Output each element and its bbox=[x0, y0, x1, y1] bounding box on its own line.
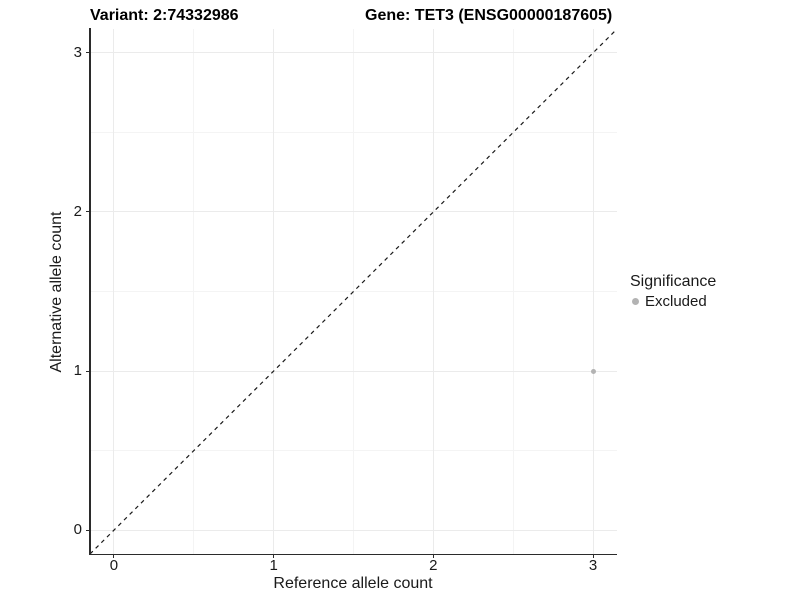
excluded-point-icon bbox=[632, 298, 639, 305]
gridline-major-h bbox=[90, 211, 617, 213]
data-point bbox=[590, 368, 596, 374]
x-tick-label: 1 bbox=[269, 557, 278, 574]
gridline-major-v bbox=[432, 29, 434, 554]
gridline-major-h bbox=[90, 370, 617, 372]
x-axis-tick bbox=[273, 554, 275, 558]
x-axis-tick bbox=[592, 554, 594, 558]
gridline-major-h bbox=[90, 52, 617, 54]
x-tick-label: 0 bbox=[109, 557, 119, 574]
y-tick-label: 2 bbox=[73, 202, 82, 220]
x-axis-line bbox=[89, 553, 617, 555]
x-tick-label: 2 bbox=[429, 557, 438, 574]
plot-panel bbox=[90, 29, 617, 554]
y-axis-tick bbox=[86, 370, 90, 372]
plot-title-variant: Variant: 2:74332986 bbox=[90, 7, 239, 24]
y-axis-title: Alternative allele count bbox=[48, 211, 65, 373]
y-axis-tick bbox=[86, 211, 90, 213]
gridline-minor-h bbox=[90, 131, 617, 133]
y-tick-label: 3 bbox=[73, 43, 82, 61]
legend-title: Significance bbox=[630, 273, 717, 290]
gridline-major-v bbox=[113, 29, 115, 554]
legend: Significance Excluded bbox=[630, 272, 716, 310]
y-axis-tick bbox=[86, 529, 90, 531]
x-axis-tick bbox=[113, 554, 115, 558]
plot-title-gene: Gene: TET3 (ENSG00000187605) bbox=[365, 7, 613, 24]
y-axis-tick bbox=[86, 52, 90, 54]
x-axis-tick bbox=[432, 554, 434, 558]
legend-item-excluded: Excluded bbox=[630, 293, 716, 310]
gridline-minor-h bbox=[90, 450, 617, 452]
x-tick-label: 3 bbox=[588, 557, 598, 574]
legend-item-label: Excluded bbox=[645, 293, 707, 310]
y-tick-label: 1 bbox=[73, 362, 82, 380]
y-axis-line bbox=[89, 28, 91, 555]
x-axis-title: Reference allele count bbox=[273, 575, 433, 592]
identity-dashed-line bbox=[90, 29, 617, 554]
y-tick-label: 0 bbox=[73, 521, 82, 539]
gridline-major-v bbox=[592, 29, 594, 554]
gridline-major-h bbox=[90, 529, 617, 531]
gridline-major-v bbox=[273, 29, 275, 554]
